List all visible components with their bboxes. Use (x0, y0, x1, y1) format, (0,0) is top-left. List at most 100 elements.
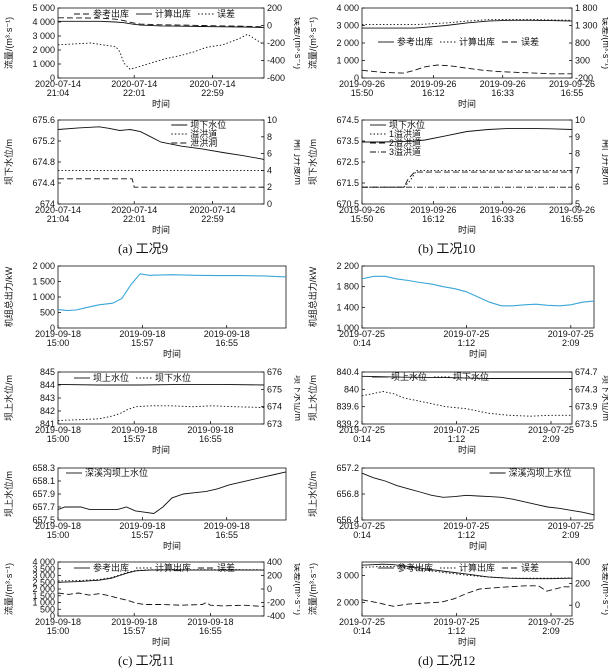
y-tick-label: 1 000 (32, 598, 55, 608)
y-tick-label: 2 500 (32, 577, 55, 587)
x-tick-label: 16:33 (491, 214, 514, 224)
plot-frame (57, 119, 265, 205)
x-axis-label: 时间 (469, 348, 487, 358)
y-tick-label: 2 000 (336, 598, 359, 608)
series-line-2 (361, 64, 572, 75)
x-tick-label: 2019-09-18 (119, 329, 165, 339)
chart-d4: 2 000 3 000 0 200 400 2019-07-25 0:14 2019-07-2… (304, 554, 608, 646)
y-tick-label: 3 000 (32, 31, 55, 41)
y-tick-label: 839.6 (336, 402, 359, 412)
y-tick-label: 500 (40, 604, 55, 614)
y2-tick-label: 1 300 (575, 21, 598, 31)
x-tick-label: 2019-09-26 (549, 79, 595, 89)
x-tick-label: 16:12 (422, 88, 445, 98)
y-tick-label: 0 (50, 323, 55, 333)
y-tick-label: 0 (354, 73, 359, 83)
x-tick-label: 15:00 (47, 338, 70, 348)
y-axis-label: 流量/(m³·s⁻¹) (307, 17, 318, 69)
series-line-1 (361, 565, 573, 579)
caption-a: (a) 工况9 (118, 241, 169, 256)
x-axis-label: 时间 (469, 540, 487, 550)
y-tick-label: 1 000 (32, 292, 55, 302)
series-line-0 (362, 19, 573, 29)
legend-label: 坝上水位 (93, 372, 129, 383)
y-tick-label: 840.4 (336, 367, 359, 377)
x-tick-label: 2:09 (562, 338, 580, 348)
y2-tick-label: -400 (267, 611, 285, 621)
y-tick-label: 657.2 (336, 463, 359, 473)
x-tick-label: 2019-09-18 (204, 329, 250, 339)
x-tick-label: 15:50 (351, 88, 374, 98)
x-tick-label: 0:14 (353, 626, 371, 636)
x-tick-label: 1:12 (458, 338, 476, 348)
y2-tick-label: 400 (267, 557, 282, 567)
x-tick-label: 2019-07-25 (443, 329, 489, 339)
series-line-0 (361, 472, 595, 516)
series-line-1 (361, 391, 572, 417)
y-tick-label: 656.8 (336, 489, 359, 499)
chart-c2: 841 842 843 844 845 673 674 675 676 2019-09-18 15:… (0, 364, 300, 454)
legend-label: 泄洪洞 (190, 137, 217, 148)
y2-tick-label: 200 (267, 571, 282, 581)
y2-axis-label: 误差/(m³·s⁻¹) (601, 563, 608, 615)
x-tick-label: 16:55 (199, 434, 222, 444)
x-tick-label: 16:55 (215, 338, 238, 348)
y2-tick-label: 8 (575, 149, 580, 159)
legend-label: 3溢洪道 (389, 146, 421, 157)
y-tick-label: 4 000 (336, 3, 359, 13)
x-tick-label: 0:14 (353, 530, 371, 540)
y-axis-label: 坝下水位/m (3, 139, 14, 185)
x-tick-label: 2019-09-26 (410, 79, 456, 89)
x-axis-label: 时间 (152, 98, 170, 108)
x-axis-label: 时间 (458, 444, 476, 454)
y2-tick-label: 400 (575, 557, 590, 567)
x-tick-label: 2019-09-26 (410, 205, 456, 215)
x-tick-label: 0:14 (353, 434, 371, 444)
x-tick-label: 15:50 (351, 214, 374, 224)
series-line-0 (57, 471, 287, 514)
y-tick-label: 674.5 (336, 115, 359, 125)
y-tick-label: 675.2 (32, 136, 55, 146)
legend-label: 坝下水位 (190, 119, 226, 130)
series-line-0 (57, 17, 265, 28)
x-tick-label: 15:00 (47, 626, 70, 636)
y-tick-label: 656.4 (336, 515, 359, 525)
x-tick-label: 2019-09-18 (119, 521, 165, 531)
y2-tick-label: -200 (267, 598, 285, 608)
chart-d1: 1 000 1 400 1 800 2 200 2019-07-25 0:14 2019-0… (304, 258, 608, 358)
x-axis-label: 时间 (152, 636, 170, 646)
y-tick-label: 840 (344, 384, 359, 394)
series-line-0 (57, 126, 265, 160)
y2-tick-label: -400 (267, 56, 285, 66)
x-tick-label: 2020-07-14 (35, 79, 81, 89)
series-line-1 (362, 169, 572, 188)
legend-label: 计算出库 (459, 562, 495, 573)
chart-d3: 656.4 656.8 657.2 2019-07-25 0:14 2019-07-25 1… (304, 460, 608, 550)
y2-axis-label: 闸门开度/m (293, 139, 300, 185)
x-axis-label: 时间 (458, 98, 476, 108)
series-line-1 (362, 18, 573, 26)
series-line-2 (362, 171, 572, 188)
chart-a2: 674 674.4 674.8 675.2 675.6 0 2 4 6 8 10 2020-07-14… (0, 112, 300, 234)
chart-c4: 0 500 1 000 1 500 2 000 2 500 3 000 3 500 4 000-… (0, 554, 300, 646)
y-tick-label: 673.5 (336, 136, 359, 146)
caption-c: (c) 工况11 (118, 653, 175, 668)
chart-c3: 657.5 657.7 657.9 658.1 658.3 2019-09-18 15:00… (0, 460, 300, 550)
y-tick-label: 845 (40, 367, 55, 377)
y2-tick-label: 10 (575, 115, 585, 125)
series-line-2 (57, 592, 265, 607)
series-line-1 (58, 20, 265, 29)
x-tick-label: 2019-07-25 (433, 425, 479, 435)
y2-tick-label: 0 (575, 600, 580, 610)
x-tick-label: 2019-09-26 (480, 205, 526, 215)
legend-label: 坝下水位 (389, 119, 425, 130)
y2-tick-label: 0 (267, 21, 272, 31)
x-tick-label: 2020-07-14 (111, 205, 157, 215)
y2-tick-label: 676 (267, 367, 282, 377)
x-tick-label: 15:00 (47, 434, 70, 444)
x-tick-label: 16:55 (199, 626, 222, 636)
legend-label: 误差 (217, 562, 235, 573)
series-line-2 (58, 178, 264, 188)
y2-tick-label: 673 (267, 419, 282, 429)
x-axis-label: 时间 (163, 348, 181, 358)
